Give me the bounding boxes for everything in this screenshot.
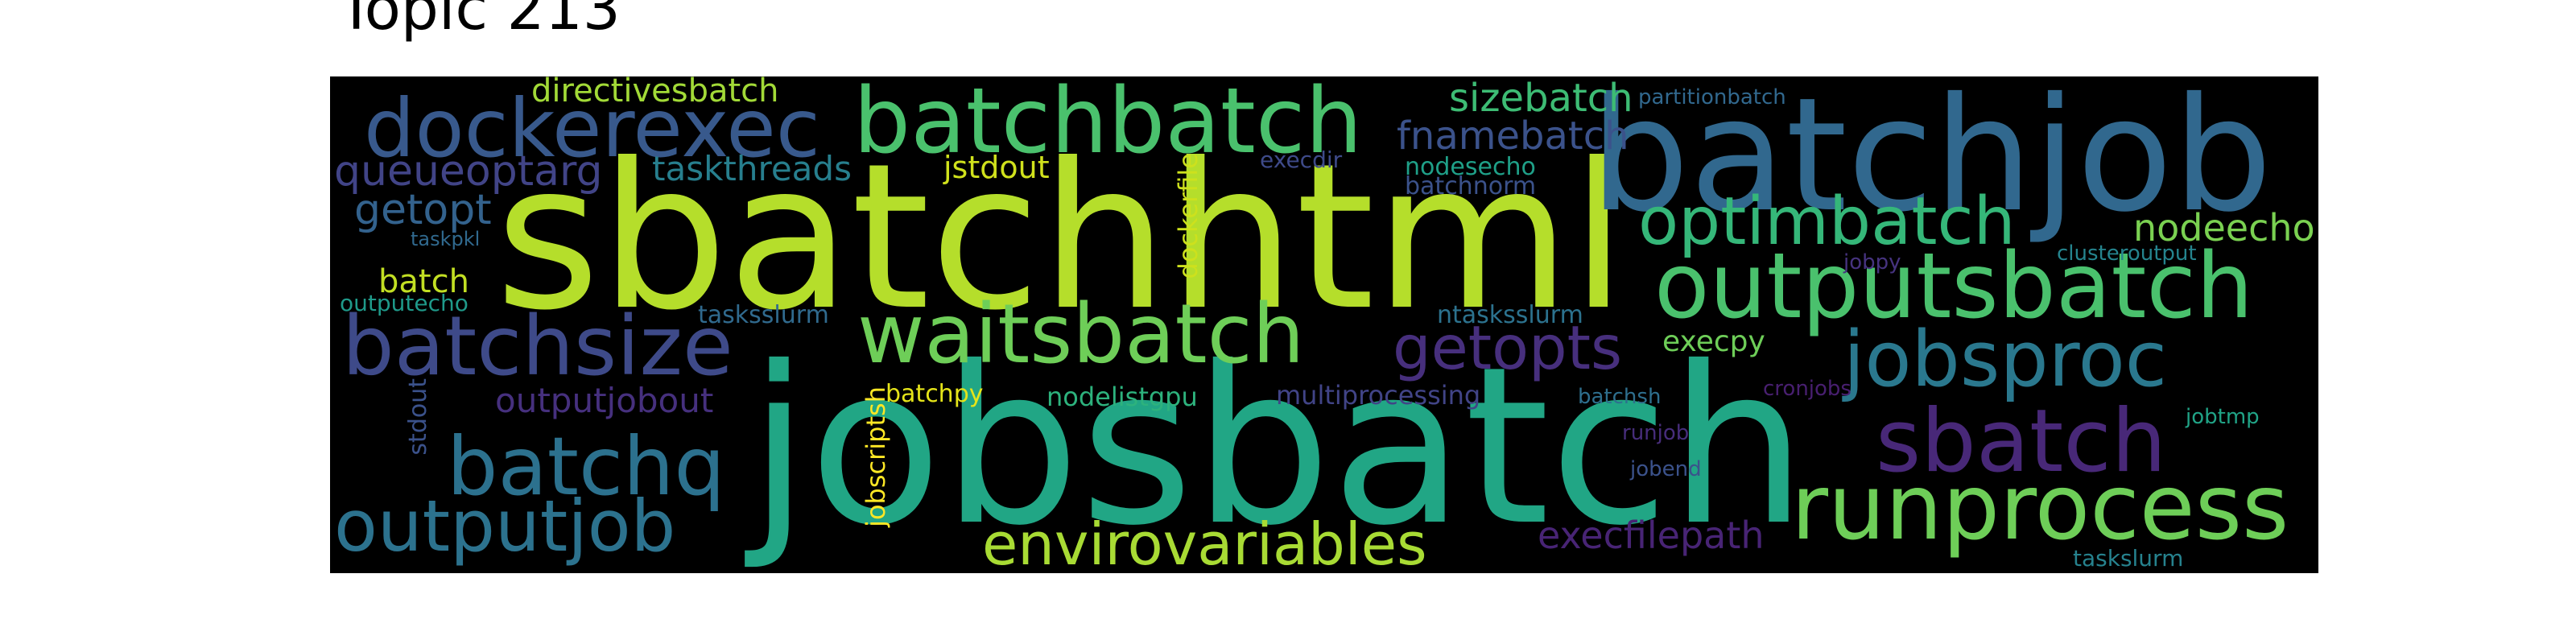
word-taskpkl: taskpkl <box>411 228 481 250</box>
word-ntasksslurm: ntasksslurm <box>1437 301 1583 329</box>
word-taskslurm: taskslurm <box>2073 545 2184 572</box>
word-fnamebatch: fnamebatch <box>1397 114 1629 159</box>
word-jobsproc: jobsproc <box>1843 316 2167 404</box>
word-dockerexec: dockerexec <box>364 81 820 175</box>
word-optimbatch: optimbatch <box>1638 184 2016 260</box>
word-batchbatch: batchbatch <box>853 76 1363 174</box>
word-batchq: batchq <box>447 419 725 514</box>
word-directivesbatch: directivesbatch <box>531 76 779 109</box>
word-cloud-panel: sbatchhtml jobsbatch batchjob batchbatch doc… <box>330 76 2318 573</box>
word-sizebatch: sizebatch <box>1449 76 1633 121</box>
word-outputjobout: outputjobout <box>495 381 714 420</box>
word-sbatchhtml: sbatchhtml <box>495 120 1627 354</box>
word-jobpy: jobpy <box>1843 250 1901 275</box>
word-sbatch: sbatch <box>1876 391 2167 492</box>
word-execpy: execpy <box>1662 325 1765 358</box>
word-batchjob: batchjob <box>1590 76 2273 246</box>
chart-title: Topic 213 <box>338 0 621 43</box>
word-runprocess: runprocess <box>1791 456 2289 560</box>
word-cronjobs: cronjobs <box>1763 377 1852 401</box>
word-batch: batch <box>378 263 469 300</box>
word-jobsbatch: jobsbatch <box>749 320 1807 573</box>
word-partitionbatch: partitionbatch <box>1638 85 1786 109</box>
word-nodesecho: nodesecho <box>1405 153 1536 181</box>
word-batchsh: batchsh <box>1578 385 1662 409</box>
word-tasksslurm: tasksslurm <box>698 301 829 329</box>
word-multiprocessing: multiprocessing <box>1276 380 1481 411</box>
word-clusteroutput: clusteroutput <box>2057 242 2197 266</box>
word-outputsbatch: outputsbatch <box>1654 234 2253 339</box>
word-execfilepath: execfilepath <box>1538 514 1765 557</box>
word-outputecho: outputecho <box>340 290 469 316</box>
word-dockerfile: dockerfile <box>1173 153 1203 279</box>
word-jobscriptsh: jobscriptsh <box>861 386 891 527</box>
word-queueoptarg: queueoptarg <box>334 147 603 196</box>
word-runjob: runjob <box>1622 421 1690 445</box>
word-execdir: execdir <box>1260 147 1343 173</box>
word-jobtmp: jobtmp <box>2186 405 2260 429</box>
word-batchpy: batchpy <box>886 380 984 408</box>
word-outputjob: outputjob <box>334 485 676 568</box>
word-jstdout: jstdout <box>943 150 1050 185</box>
word-batchnorm: batchnorm <box>1405 172 1537 200</box>
word-waitsbatch: waitsbatch <box>857 287 1305 382</box>
word-batchsize: batchsize <box>342 299 733 394</box>
word-getopt: getopt <box>354 186 492 234</box>
word-nodelistgpu: nodelistgpu <box>1046 382 1198 412</box>
word-stdout: stdout <box>404 378 432 456</box>
word-nodeecho: nodeecho <box>2133 206 2315 250</box>
word-envirovariables: envirovariables <box>982 510 1427 573</box>
word-taskthreads: taskthreads <box>652 149 852 188</box>
word-getopts: getopts <box>1393 312 1623 383</box>
word-jobend: jobend <box>1630 457 1702 481</box>
